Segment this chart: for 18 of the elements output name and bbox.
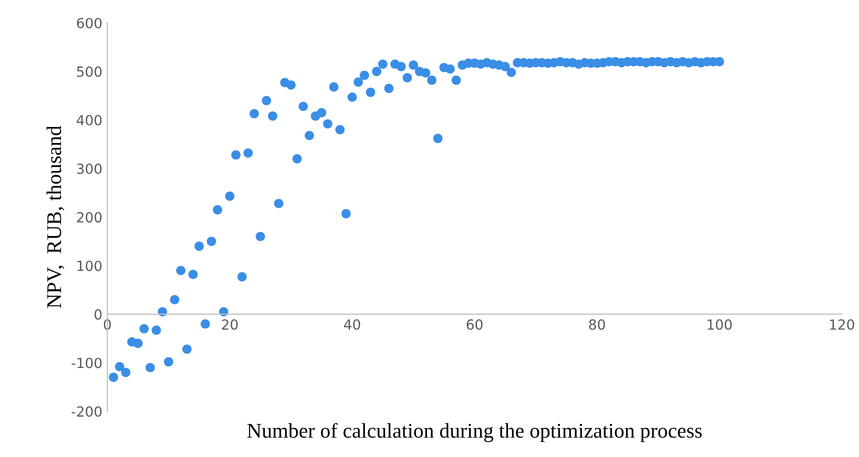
x-tick-label: 0 xyxy=(104,319,111,330)
x-tick-label: 20 xyxy=(222,319,238,330)
y-tick-label: 200 xyxy=(77,212,102,223)
y-tick-label: 300 xyxy=(77,163,102,174)
x-tick-label: 100 xyxy=(708,319,732,330)
y-tick-label: 500 xyxy=(77,66,102,77)
x-tick-label: 120 xyxy=(830,319,854,330)
x-tick-label: 80 xyxy=(589,319,605,330)
y-tick-label: -100 xyxy=(72,358,102,368)
y-tick-label: 600 xyxy=(76,18,102,28)
x-tick-label: 60 xyxy=(466,319,483,330)
y-tick-label: 100 xyxy=(78,260,102,272)
y-tick-label: 400 xyxy=(76,114,102,126)
y-tick-label: -200 xyxy=(72,406,102,417)
x-tick-label: 40 xyxy=(344,319,360,330)
x-axis-title: Number of calculation during the optimization process xyxy=(247,422,702,442)
y-axis-title: NPV, RUB, thousand xyxy=(46,126,64,308)
y-tick-label: 0 xyxy=(94,309,102,320)
